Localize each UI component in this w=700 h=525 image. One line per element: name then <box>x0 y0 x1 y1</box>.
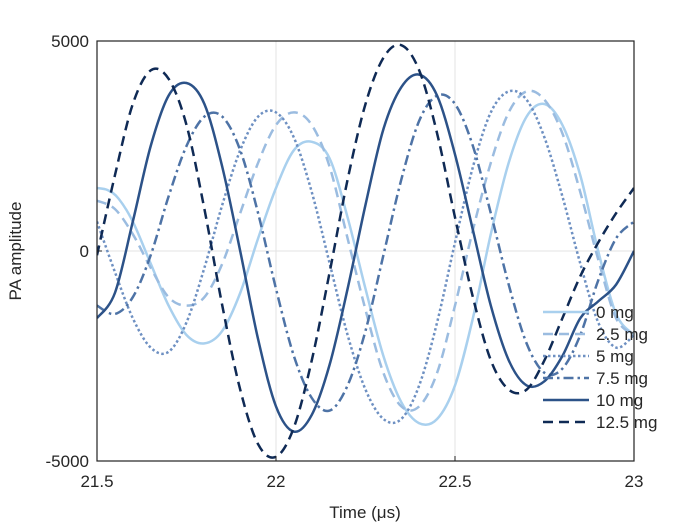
x-tick-label: 22.5 <box>438 472 471 491</box>
legend-label: 5 mg <box>596 347 634 366</box>
legend-label: 0 mg <box>596 303 634 322</box>
series-line-10-mg <box>97 73 634 433</box>
legend-label: 10 mg <box>596 391 643 410</box>
legend-label: 7.5 mg <box>596 369 648 388</box>
axis-ticks: 21.5 22 22.5 23 -5000 0 5000 <box>46 32 644 491</box>
y-tick-label: 0 <box>80 242 89 261</box>
x-tick-label: 22 <box>267 472 286 491</box>
x-axis-label: Time (μs) <box>329 503 401 522</box>
legend: 0 mg 2.5 mg 5 mg 7.5 mg 10 mg 12.5 mg <box>543 303 657 432</box>
legend-label: 12.5 mg <box>596 413 657 432</box>
series-line-5-mg <box>97 89 634 425</box>
series-line-2-5-mg <box>97 89 634 412</box>
x-tick-label: 23 <box>625 472 644 491</box>
series-lines <box>97 43 634 459</box>
x-tick-label: 21.5 <box>80 472 113 491</box>
series-line-0-mg <box>97 102 634 427</box>
y-tick-label: 5000 <box>51 32 89 51</box>
legend-label: 2.5 mg <box>596 325 648 344</box>
series-line-12-5-mg <box>97 43 634 459</box>
y-axis-label: PA amplitude <box>6 202 25 301</box>
y-tick-label: -5000 <box>46 452 89 471</box>
series-line-7-5-mg <box>97 93 634 413</box>
